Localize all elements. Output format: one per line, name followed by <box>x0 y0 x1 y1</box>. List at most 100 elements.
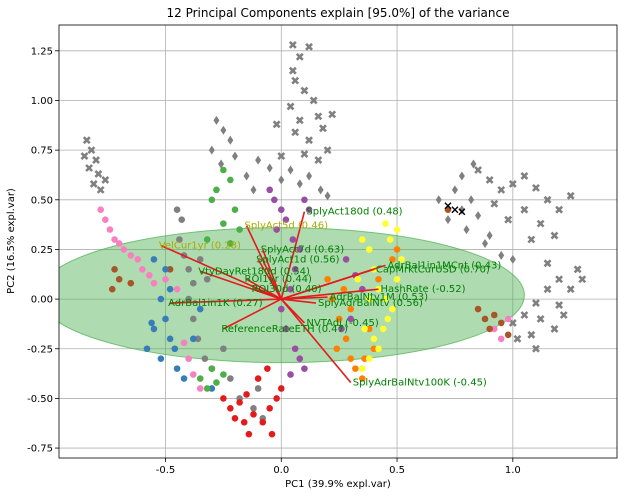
loading-label-1: SplyAct5d (0.46) <box>245 221 329 232</box>
point-12-3 <box>342 335 350 343</box>
point-1-3 <box>208 145 215 155</box>
point-8-15 <box>148 319 155 327</box>
point-1-13 <box>317 185 324 195</box>
loading-arrow-13 <box>281 288 379 300</box>
point-12-6 <box>359 375 366 382</box>
point-9-10 <box>213 379 220 386</box>
point-7-0 <box>111 266 118 273</box>
loading-label-8: AdrBal1in1K (0.27) <box>168 298 263 309</box>
point-4-11 <box>458 171 465 181</box>
point-5-8 <box>194 335 202 343</box>
point-1-0 <box>213 115 220 125</box>
point-10-0 <box>220 395 227 402</box>
point-7-4 <box>474 305 482 313</box>
point-12-15 <box>393 246 401 253</box>
point-6-7 <box>134 256 142 263</box>
loading-label-5: VtyDayRet180d (0.54) <box>198 266 310 277</box>
y-axis-label: PC2 (16.5% expl.var) <box>6 188 17 294</box>
point-6-15 <box>504 315 512 323</box>
point-3-29 <box>559 311 568 319</box>
x-tick-label-2: 0.5 <box>389 465 405 476</box>
point-13-0 <box>359 236 366 243</box>
point-3-10 <box>504 215 513 224</box>
point-7-2 <box>108 285 116 293</box>
point-3-7 <box>555 205 564 214</box>
point-9-1 <box>227 176 234 184</box>
point-3-25 <box>527 330 536 339</box>
point-3-5 <box>532 183 540 192</box>
point-0-10 <box>291 128 300 137</box>
point-11-13 <box>301 365 308 372</box>
plot-area <box>59 25 617 458</box>
point-13-17 <box>361 325 368 333</box>
point-0-15 <box>314 156 323 164</box>
loading-arrow-6 <box>246 278 282 300</box>
point-7-9 <box>504 331 512 339</box>
loading-label-10: AdrBalNtv1M (0.53) <box>330 292 429 303</box>
y-tick-label-2: -0.25 <box>27 344 53 355</box>
point-0-2 <box>305 42 313 51</box>
point-2-1 <box>87 146 96 155</box>
chart-title: 12 Principal Components explain [95.0%] … <box>167 6 510 20</box>
point-6-5 <box>120 246 128 253</box>
point-10-12 <box>245 430 253 438</box>
point-5-12 <box>227 375 234 382</box>
point-9-12 <box>196 375 204 382</box>
loading-label-13: HashRate (-0.52) <box>381 284 466 295</box>
point-2-0 <box>82 136 91 145</box>
loading-arrow-8 <box>170 298 282 304</box>
point-13-7 <box>370 335 378 343</box>
y-tick-label-0: -0.75 <box>27 444 53 455</box>
point-3-12 <box>536 219 545 228</box>
point-10-10 <box>254 375 262 382</box>
point-6-4 <box>115 240 123 247</box>
plot-frame <box>58 24 618 459</box>
point-9-13 <box>203 385 211 392</box>
point-11-1 <box>271 196 278 204</box>
point-6-1 <box>102 216 109 223</box>
point-0-4 <box>300 86 309 95</box>
x-tick-label-0: -0.5 <box>156 465 176 476</box>
point-12-12 <box>361 355 368 362</box>
point-6-3 <box>111 236 118 243</box>
point-1-12 <box>306 171 313 181</box>
point-3-24 <box>550 324 559 333</box>
point-3-3 <box>508 179 517 188</box>
loading-label-6: ROI1yr (0.44) <box>245 274 313 285</box>
point-1-5 <box>218 159 225 169</box>
point-12-7 <box>347 305 355 313</box>
point-4-8 <box>498 250 505 260</box>
point-6-10 <box>150 279 158 287</box>
point-8-2 <box>157 295 165 303</box>
point-14-0 <box>444 202 452 210</box>
point-5-14 <box>250 405 257 412</box>
point-1-2 <box>227 135 234 145</box>
x-tick-label-1: 0.0 <box>273 465 289 476</box>
point-2-4 <box>94 170 103 178</box>
point-3-28 <box>543 259 552 268</box>
point-8-1 <box>162 266 169 273</box>
point-13-18 <box>365 295 373 303</box>
point-11-2 <box>277 206 285 214</box>
point-7-5 <box>481 315 489 323</box>
point-0-16 <box>277 152 286 161</box>
point-4-5 <box>475 211 482 221</box>
point-11-0 <box>266 186 273 194</box>
point-0-13 <box>323 146 332 155</box>
point-3-19 <box>520 311 529 319</box>
y-tick-label-7: 1.00 <box>31 96 53 107</box>
point-6-18 <box>189 371 197 378</box>
y-tick-label-1: -0.50 <box>27 394 53 405</box>
point-4-4 <box>435 195 442 205</box>
point-10-8 <box>273 395 280 402</box>
point-11-10 <box>282 325 290 333</box>
loading-label-15: NVTAdj (-0.45) <box>306 318 378 329</box>
point-2-3 <box>85 164 94 172</box>
point-13-19 <box>354 275 361 283</box>
point-13-1 <box>365 246 373 253</box>
point-7-6 <box>486 325 493 333</box>
point-10-1 <box>227 405 234 412</box>
point-11-7 <box>291 266 299 273</box>
point-3-13 <box>527 235 536 244</box>
loading-label-3: SplyAct7d (0.63) <box>261 244 345 255</box>
